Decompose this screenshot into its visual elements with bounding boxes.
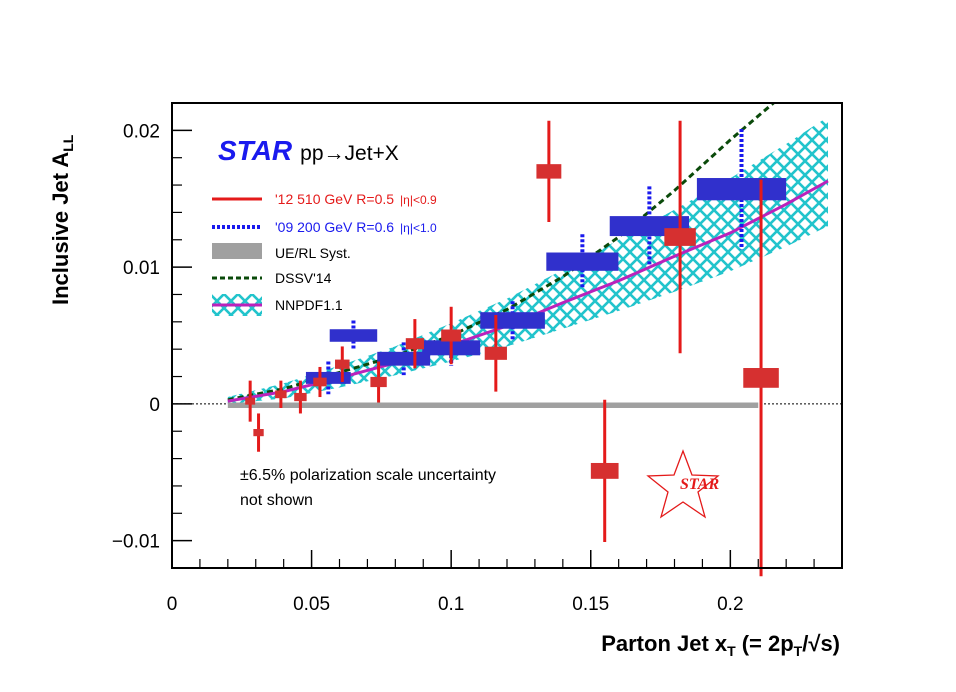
x-tick-label: 0.1 — [438, 594, 464, 615]
x-tick-label: 0.05 — [293, 594, 330, 615]
red-point-4 — [313, 377, 327, 387]
y-tick-label: 0 — [149, 395, 160, 416]
legend-label-dssv: DSSV'14 — [275, 270, 332, 286]
star-logo: STAR — [646, 449, 720, 519]
note-line-2: not shown — [240, 492, 313, 509]
legend-swatch-gray-band — [212, 243, 262, 259]
blue-point-7 — [696, 178, 787, 201]
note-line-1: ±6.5% polarization scale uncertainty — [240, 467, 496, 484]
red-point-5 — [335, 359, 350, 369]
red-point-10 — [536, 164, 562, 179]
blue-point-2 — [377, 351, 431, 366]
red-point-2 — [275, 390, 287, 399]
blue-point-4 — [480, 312, 545, 329]
red-point-11 — [590, 462, 619, 479]
star-logo-shape — [646, 449, 720, 519]
nnpdf11-uncertainty-band — [227, 116, 829, 404]
sqrt-sign: √ — [808, 631, 821, 656]
ue-rl-syst-band — [227, 402, 759, 408]
red-point-9 — [484, 346, 507, 360]
blue-point-5 — [546, 252, 619, 271]
x-tick-label: 0.2 — [717, 594, 743, 615]
series-2012-510gev — [245, 120, 779, 577]
axis-ticks: 0 0.05 0.1 0.15 0.2 −0.01 0 0.01 0.02 — [112, 102, 815, 615]
red-point-3 — [294, 392, 307, 402]
red-point-7 — [405, 338, 424, 350]
y-tick-label: −0.01 — [112, 532, 160, 553]
legend: '12 510 GeV R=0.5 |η|<0.9 '09 200 GeV R=0… — [212, 191, 437, 316]
x-tick-label: 0.15 — [572, 594, 609, 615]
x-tick-label: 0 — [167, 594, 178, 615]
red-point-8 — [441, 329, 462, 342]
nnpdf11-band — [227, 116, 829, 404]
legend-label-nnpdf: NNPDF1.1 — [275, 297, 343, 313]
star-logo-text: STAR — [680, 476, 719, 493]
red-point-6 — [370, 376, 387, 388]
x-axis-title: Parton Jet xT (= 2pT/√s) — [601, 631, 840, 659]
red-point-0 — [245, 397, 256, 405]
red-point-1 — [253, 429, 264, 437]
y-tick-label: 0.01 — [123, 258, 160, 279]
y-axis-title: Inclusive Jet ALL — [48, 134, 76, 305]
red-point-12 — [664, 228, 696, 246]
blue-point-1 — [329, 329, 378, 342]
experiment-header: STAR pp→Jet+X — [218, 135, 399, 166]
blue-point-0 — [305, 371, 351, 384]
legend-label-2012: '12 510 GeV R=0.5 |η|<0.9 — [275, 191, 437, 207]
red-point-13 — [743, 368, 779, 388]
legend-label-ue-rl: UE/RL Syst. — [275, 245, 351, 261]
legend-label-2009: '09 200 GeV R=0.6 |η|<1.0 — [275, 219, 437, 235]
y-tick-label: 0.02 — [123, 121, 160, 142]
ue-rl-systematic-band — [227, 402, 759, 408]
